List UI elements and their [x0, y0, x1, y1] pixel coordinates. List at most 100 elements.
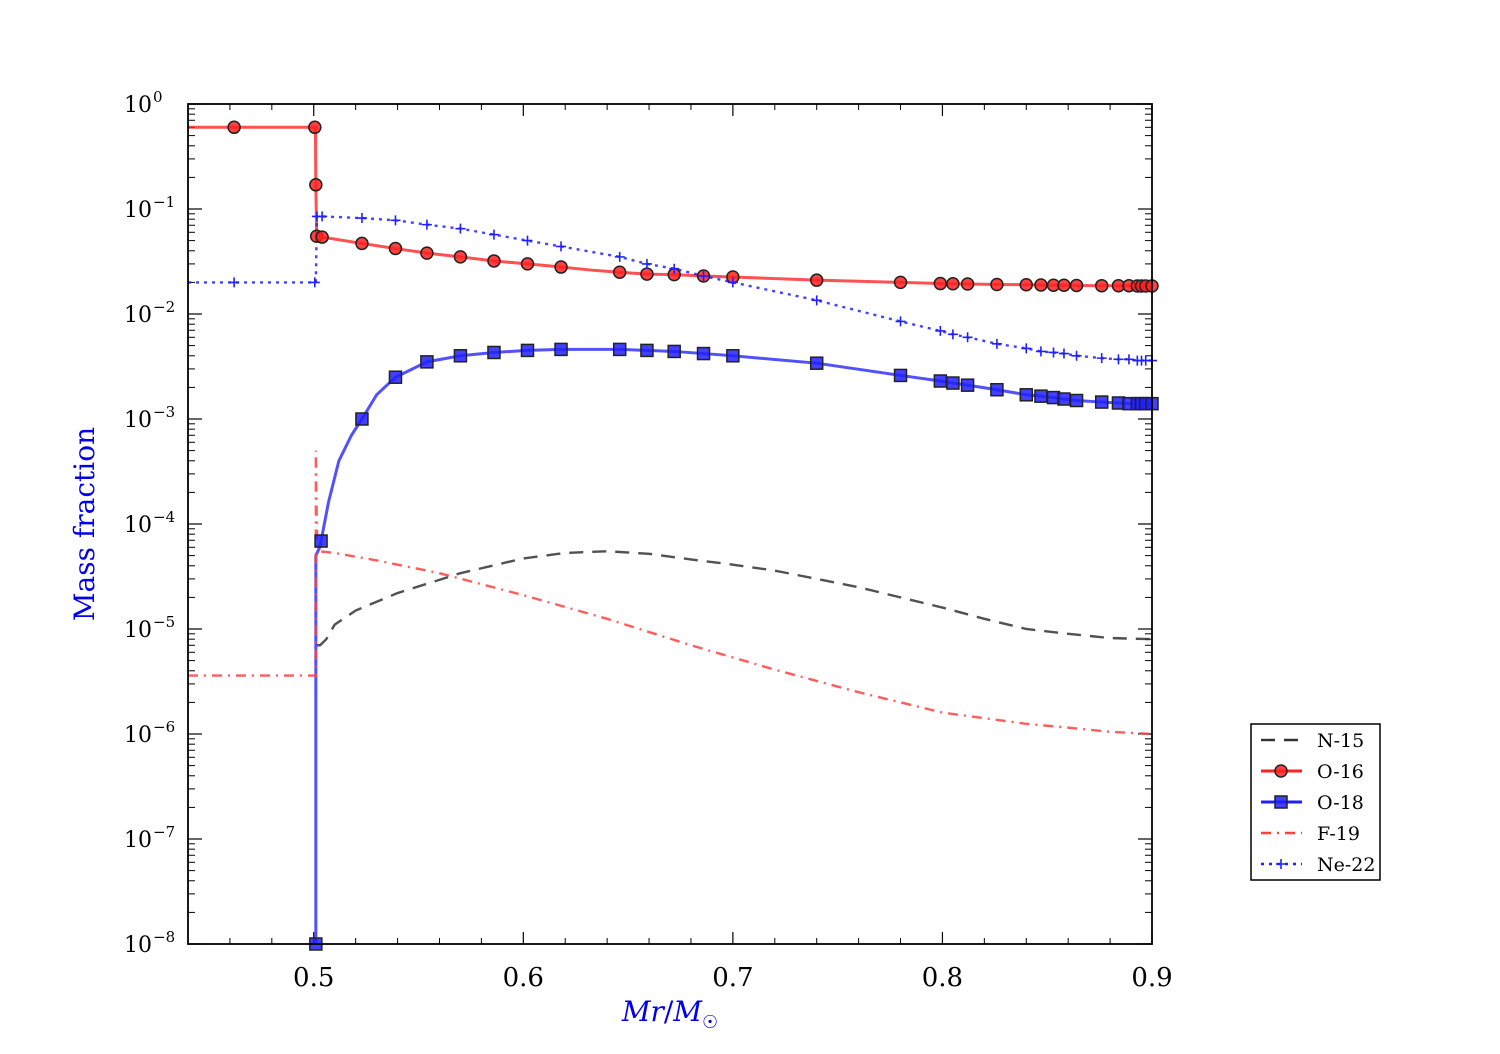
marker-ne-22	[935, 325, 946, 336]
marker-ne-22	[390, 215, 401, 226]
marker-o-18	[1034, 389, 1048, 403]
series-layer	[188, 125, 1152, 944]
legend-marker-o-16	[1274, 764, 1288, 778]
marker-ne-22	[229, 277, 240, 288]
marker-o-18	[1057, 392, 1071, 406]
marker-o-16	[487, 254, 501, 268]
marker-o-16	[640, 267, 654, 281]
legend-marker-o-18	[1274, 795, 1288, 809]
marker-ne-22	[455, 223, 466, 234]
marker-ne-22	[1048, 347, 1059, 358]
marker-ne-22	[1058, 348, 1069, 359]
marker-o-16	[388, 241, 403, 256]
x-tick-label: 0.6	[503, 963, 544, 993]
legend-label-ne-22: Ne-22	[1317, 854, 1375, 876]
marker-ne-22	[1035, 346, 1046, 357]
marker-o-16	[1069, 278, 1084, 293]
marker-o-16	[893, 275, 908, 290]
y-axis-label: Mass fraction	[68, 427, 101, 621]
y-tick-label: 10	[124, 828, 152, 853]
y-tick-label: 10	[124, 198, 152, 223]
series-line-o-18	[314, 347, 1152, 944]
marker-o-18	[946, 376, 960, 390]
legend-label-f-19: F-19	[1317, 823, 1360, 845]
marker-o-18	[990, 382, 1004, 397]
x-axis-label-sep: /	[664, 995, 674, 1028]
x-axis-label: Mr/M☉	[621, 995, 718, 1033]
y-tick-label-exponent: −2	[153, 298, 175, 316]
y-tick-label-exponent: −8	[153, 928, 175, 946]
x-tick-label: 0.8	[922, 963, 963, 993]
marker-ne-22	[1096, 353, 1107, 364]
y-tick-label-exponent: −4	[153, 508, 175, 526]
y-tick-label-exponent: −5	[153, 613, 175, 631]
marker-ne-22	[1071, 350, 1082, 361]
marker-o-18	[893, 368, 908, 383]
marker-o-16	[520, 257, 535, 271]
legend-label-n-15: N-15	[1317, 730, 1364, 752]
markers-layer	[227, 120, 1159, 951]
marker-ne-22	[669, 263, 680, 274]
marker-o-16	[315, 230, 329, 244]
x-tick-label: 0.5	[293, 963, 334, 993]
marker-o-18	[420, 355, 434, 369]
marker-ne-22	[317, 211, 328, 222]
marker-o-16	[453, 250, 468, 264]
marker-ne-22	[1113, 354, 1124, 365]
marker-o-16	[933, 276, 948, 291]
y-tick-label: 10	[124, 93, 152, 118]
marker-ne-22	[421, 219, 432, 230]
y-tick-label-exponent: −3	[153, 403, 175, 421]
marker-ne-22	[811, 295, 822, 306]
y-tick-label: 10	[124, 618, 152, 643]
marker-o-18	[314, 534, 328, 548]
legend-label-o-16: O-16	[1317, 761, 1364, 783]
marker-ne-22	[522, 235, 533, 246]
marker-o-18	[453, 349, 468, 363]
x-axis-label-m: M	[672, 995, 703, 1028]
marker-ne-22	[556, 241, 567, 252]
marker-o-18	[933, 374, 948, 388]
marker-ne-22	[614, 251, 625, 262]
marker-o-16	[308, 120, 322, 135]
marker-o-18	[726, 349, 740, 363]
y-tick-label: 10	[124, 513, 152, 538]
marker-o-18	[640, 343, 654, 358]
marker-o-16	[554, 260, 568, 274]
marker-ne-22	[309, 277, 320, 288]
marker-ne-22	[698, 271, 709, 282]
marker-o-18	[388, 370, 403, 384]
marker-o-18	[960, 378, 975, 392]
y-tick-label: 10	[124, 933, 152, 958]
marker-o-16	[309, 178, 323, 192]
marker-o-16	[420, 246, 434, 260]
marker-o-16	[990, 277, 1004, 292]
marker-o-16	[1034, 278, 1048, 292]
marker-ne-22	[991, 338, 1002, 349]
legend-label-o-18: O-18	[1317, 792, 1364, 814]
marker-o-18	[696, 346, 711, 361]
marker-o-16	[1019, 277, 1034, 292]
y-tick-label-exponent: 0	[153, 88, 163, 106]
y-tick-label: 10	[124, 723, 152, 748]
y-tick-label: 10	[124, 408, 152, 433]
marker-o-16	[960, 277, 975, 291]
marker-o-18	[1094, 395, 1109, 409]
series-line-o-16	[188, 125, 1152, 288]
x-tick-label: 0.9	[1131, 963, 1172, 993]
marker-o-16	[1057, 278, 1071, 292]
marker-o-16	[612, 265, 627, 279]
x-axis-label-main: Mr	[621, 995, 666, 1028]
marker-ne-22	[895, 316, 906, 327]
marker-ne-22	[356, 213, 367, 224]
marker-o-18	[612, 342, 627, 357]
y-tick-label-exponent: −7	[153, 823, 175, 841]
marker-ne-22	[947, 329, 958, 340]
marker-o-16	[1094, 278, 1109, 293]
marker-ne-22	[641, 258, 652, 269]
y-tick-label: 10	[124, 303, 152, 328]
marker-ne-22	[962, 332, 973, 343]
